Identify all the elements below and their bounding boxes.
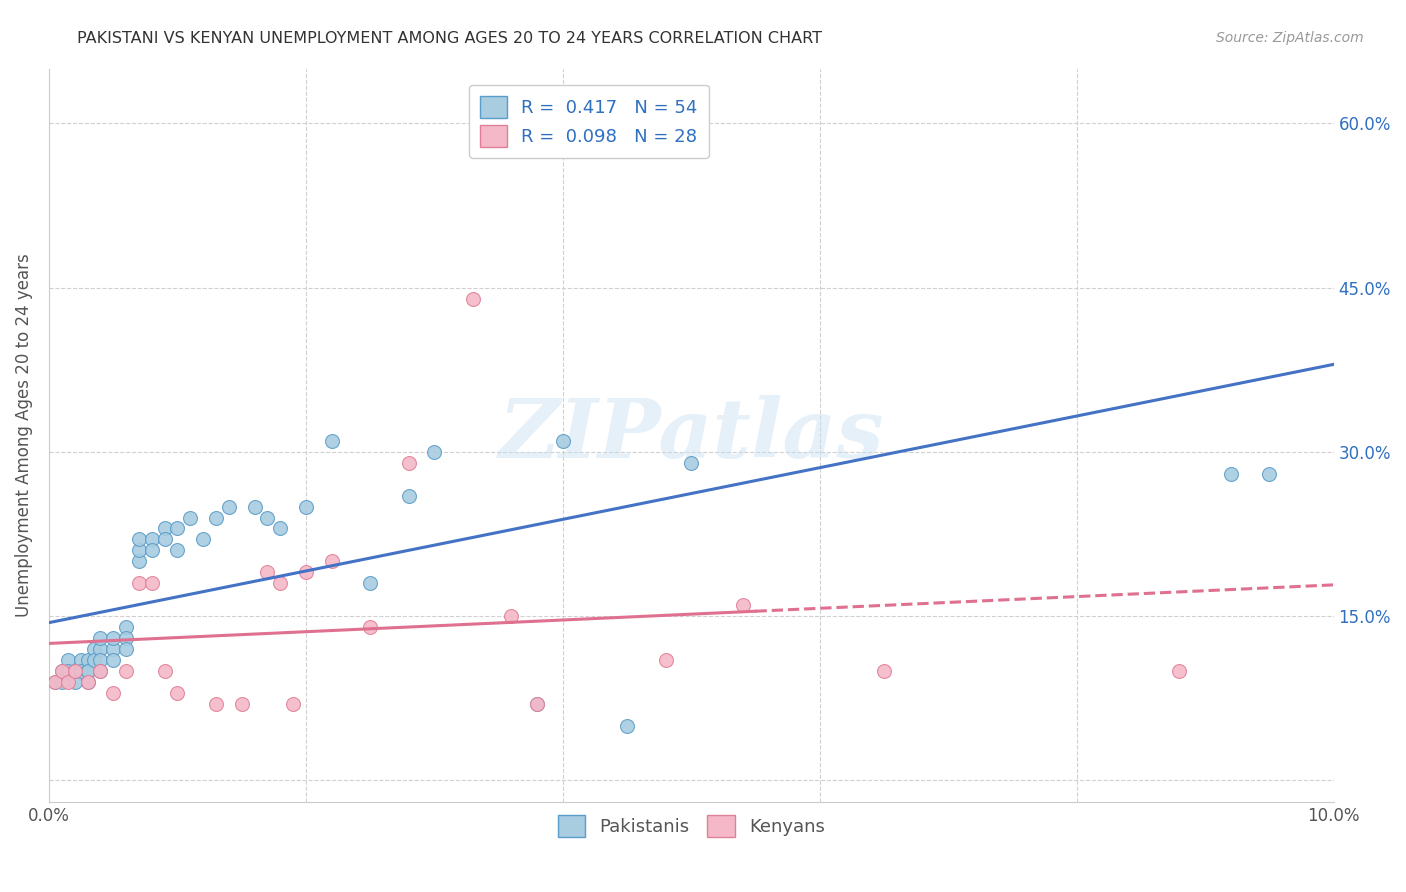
Point (295, 566, 318, 580)
Point (89, 631, 111, 645)
Point (103, 642, 125, 657)
Point (44, 674, 66, 689)
Point (89, 664, 111, 678)
Point (205, 697, 228, 711)
Point (873, 664, 896, 678)
Point (115, 620, 138, 634)
Point (1168, 664, 1191, 678)
Point (51, 674, 73, 689)
Point (83, 653, 105, 667)
Point (321, 434, 343, 448)
Point (141, 533, 163, 547)
Point (44, 674, 66, 689)
Point (205, 510, 228, 524)
Text: Source: ZipAtlas.com: Source: ZipAtlas.com (1216, 31, 1364, 45)
Point (256, 566, 278, 580)
Point (141, 543, 163, 558)
Point (63, 664, 86, 678)
Point (128, 554, 150, 568)
Point (681, 456, 703, 470)
Point (191, 533, 214, 547)
Point (70, 653, 93, 667)
Point (128, 576, 150, 591)
Point (76, 674, 98, 689)
Point (166, 543, 188, 558)
Point (269, 521, 291, 535)
Point (1258, 467, 1281, 481)
Point (731, 598, 754, 612)
Point (153, 664, 176, 678)
Point (501, 127, 523, 141)
Point (398, 489, 420, 503)
Point (153, 533, 176, 547)
Point (526, 697, 548, 711)
Point (115, 664, 138, 678)
Point (616, 718, 638, 732)
Text: ZIPatlas: ZIPatlas (499, 395, 884, 475)
Point (63, 664, 86, 678)
Point (243, 500, 266, 514)
Point (321, 554, 343, 568)
Point (63, 664, 86, 678)
Point (51, 664, 73, 678)
Point (76, 664, 98, 678)
Point (179, 510, 201, 524)
Point (1219, 467, 1241, 481)
Point (70, 664, 93, 678)
Point (89, 664, 111, 678)
Point (89, 653, 111, 667)
Point (128, 543, 150, 558)
Point (398, 456, 420, 470)
Point (654, 653, 676, 667)
Point (115, 642, 138, 657)
Point (256, 510, 278, 524)
Legend: Pakistanis, Kenyans: Pakistanis, Kenyans (551, 808, 832, 845)
Point (281, 697, 304, 711)
Point (461, 292, 484, 306)
Point (103, 653, 125, 667)
Point (76, 674, 98, 689)
Point (166, 521, 188, 535)
Point (218, 500, 240, 514)
Point (58, 674, 80, 689)
Point (58, 664, 80, 678)
Point (295, 500, 318, 514)
Point (83, 642, 105, 657)
Point (501, 609, 523, 624)
Point (141, 576, 163, 591)
Text: PAKISTANI VS KENYAN UNEMPLOYMENT AMONG AGES 20 TO 24 YEARS CORRELATION CHART: PAKISTANI VS KENYAN UNEMPLOYMENT AMONG A… (77, 31, 823, 46)
Point (269, 576, 291, 591)
Point (63, 674, 86, 689)
Point (359, 620, 381, 634)
Y-axis label: Unemployment Among Ages 20 to 24 years: Unemployment Among Ages 20 to 24 years (15, 253, 32, 617)
Point (551, 434, 574, 448)
Point (89, 642, 111, 657)
Point (58, 653, 80, 667)
Point (526, 697, 548, 711)
Point (103, 686, 125, 700)
Point (51, 664, 73, 678)
Point (153, 521, 176, 535)
Point (76, 664, 98, 678)
Point (103, 631, 125, 645)
Point (359, 576, 381, 591)
Point (115, 631, 138, 645)
Point (76, 653, 98, 667)
Point (231, 697, 253, 711)
Point (166, 686, 188, 700)
Point (423, 445, 446, 459)
Point (128, 533, 150, 547)
